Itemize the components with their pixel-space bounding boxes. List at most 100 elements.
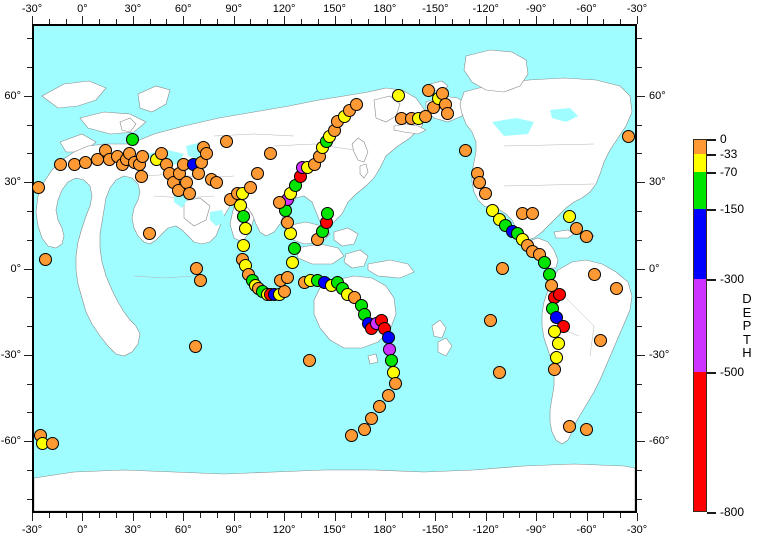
- earthquake-marker[interactable]: [126, 132, 140, 146]
- earthquake-marker[interactable]: [264, 146, 278, 160]
- lon-label-bottom: 180°: [373, 524, 397, 536]
- earthquake-marker[interactable]: [580, 423, 594, 437]
- earthquake-marker[interactable]: [45, 437, 59, 451]
- lon-tick-top: [452, 19, 454, 24]
- lon-tick-top: [536, 16, 538, 24]
- colorbar-tick-label: -300: [720, 271, 745, 286]
- earthquake-marker[interactable]: [496, 262, 510, 275]
- earthquake-marker[interactable]: [277, 285, 291, 298]
- colorbar-segment-3[interactable]: [693, 208, 707, 279]
- earthquake-marker[interactable]: [418, 109, 432, 123]
- lon-label-top: -30°: [21, 3, 43, 15]
- earthquake-marker[interactable]: [563, 420, 577, 434]
- earthquake-marker[interactable]: [551, 336, 565, 350]
- earthquake-marker[interactable]: [237, 238, 251, 252]
- earthquake-marker[interactable]: [38, 253, 52, 267]
- earthquake-marker[interactable]: [364, 411, 378, 425]
- colorbar-segment-5[interactable]: [693, 372, 707, 512]
- lon-tick-bottom: [132, 513, 134, 521]
- earthquake-marker[interactable]: [250, 167, 264, 181]
- earthquake-marker[interactable]: [321, 207, 335, 221]
- earthquake-marker[interactable]: [238, 221, 252, 235]
- earthquake-marker[interactable]: [373, 400, 387, 414]
- lon-label-bottom: -120°: [472, 524, 499, 536]
- lon-tick-bottom: [250, 513, 252, 518]
- earthquake-marker[interactable]: [459, 144, 473, 158]
- lon-tick-bottom: [502, 513, 504, 518]
- earthquake-marker[interactable]: [588, 267, 602, 281]
- lon-label-top: -60°: [576, 3, 597, 15]
- earthquake-marker[interactable]: [440, 106, 454, 120]
- earthquake-marker[interactable]: [284, 227, 298, 241]
- earthquake-marker[interactable]: [188, 339, 202, 353]
- lat-label-right: 60°: [649, 89, 666, 102]
- earthquake-marker[interactable]: [580, 230, 594, 244]
- earthquake-marker[interactable]: [570, 221, 583, 235]
- lon-label-top: 0°: [77, 3, 88, 15]
- earthquake-marker[interactable]: [358, 423, 372, 437]
- lon-tick-top: [216, 19, 218, 24]
- colorbar-tick-label: -33: [720, 147, 738, 162]
- earthquake-marker[interactable]: [479, 187, 493, 201]
- lon-label-bottom: 120°: [272, 524, 296, 536]
- earthquake-marker[interactable]: [243, 181, 257, 195]
- earthquake-marker[interactable]: [349, 98, 363, 112]
- lat-tick-right: [637, 210, 642, 212]
- earthquake-marker[interactable]: [134, 169, 148, 183]
- earthquake-marker[interactable]: [391, 89, 405, 103]
- lon-tick-bottom: [569, 513, 571, 518]
- lat-tick-right: [637, 153, 642, 155]
- earthquake-marker[interactable]: [563, 210, 577, 224]
- lat-label-left: 0°: [10, 262, 21, 275]
- lon-tick-bottom: [149, 513, 151, 518]
- lat-tick-left: [27, 383, 32, 385]
- depth-colorbar[interactable]: [693, 139, 707, 512]
- colorbar-segment-0[interactable]: [693, 139, 707, 155]
- colorbar-segment-4[interactable]: [693, 278, 707, 373]
- earthquake-marker[interactable]: [143, 227, 157, 241]
- earthquake-marker[interactable]: [200, 146, 214, 160]
- lon-tick-bottom: [65, 513, 67, 518]
- earthquake-marker[interactable]: [593, 333, 607, 347]
- earthquake-marker[interactable]: [381, 388, 395, 402]
- earthquake-marker[interactable]: [191, 167, 205, 181]
- lon-tick-top: [637, 16, 638, 24]
- earthquake-marker[interactable]: [422, 83, 436, 97]
- earthquake-marker[interactable]: [472, 175, 486, 189]
- lat-tick-left: [27, 326, 32, 328]
- lon-tick-top: [300, 19, 302, 24]
- earthquake-marker[interactable]: [302, 354, 316, 368]
- earthquake-marker[interactable]: [54, 158, 68, 172]
- lon-tick-top: [284, 16, 286, 24]
- earthquake-marker[interactable]: [183, 187, 197, 201]
- earthquake-marker[interactable]: [549, 351, 563, 365]
- earthquake-marker[interactable]: [220, 135, 234, 149]
- earthquake-marker[interactable]: [622, 129, 636, 143]
- earthquake-marker[interactable]: [610, 282, 624, 296]
- earthquake-marker[interactable]: [484, 313, 498, 327]
- earthquake-marker[interactable]: [193, 273, 207, 287]
- earthquake-marker[interactable]: [287, 241, 301, 255]
- lon-tick-bottom: [233, 513, 235, 521]
- lon-label-top: 180°: [373, 3, 397, 15]
- earthquake-marker[interactable]: [210, 175, 224, 189]
- earthquake-marker[interactable]: [280, 270, 294, 284]
- earthquake-marker[interactable]: [526, 207, 540, 221]
- earthquake-marker[interactable]: [492, 365, 506, 379]
- earthquake-marker[interactable]: [344, 428, 358, 442]
- earthquake-marker[interactable]: [280, 215, 294, 229]
- earthquake-marker[interactable]: [553, 287, 567, 301]
- lon-tick-bottom: [435, 513, 437, 521]
- lon-tick-top: [116, 19, 118, 24]
- earthquake-marker[interactable]: [285, 256, 299, 270]
- lat-tick-left: [27, 469, 32, 471]
- earthquake-marker[interactable]: [548, 362, 562, 376]
- lat-label-right: -60°: [649, 435, 670, 448]
- earthquake-marker[interactable]: [136, 149, 150, 163]
- earthquake-marker[interactable]: [388, 377, 402, 391]
- earthquake-marker[interactable]: [32, 181, 46, 195]
- colorbar-segment-1[interactable]: [693, 154, 707, 172]
- colorbar-segment-2[interactable]: [693, 171, 707, 209]
- lat-tick-right: [637, 469, 642, 471]
- earthquake-marker[interactable]: [272, 195, 286, 209]
